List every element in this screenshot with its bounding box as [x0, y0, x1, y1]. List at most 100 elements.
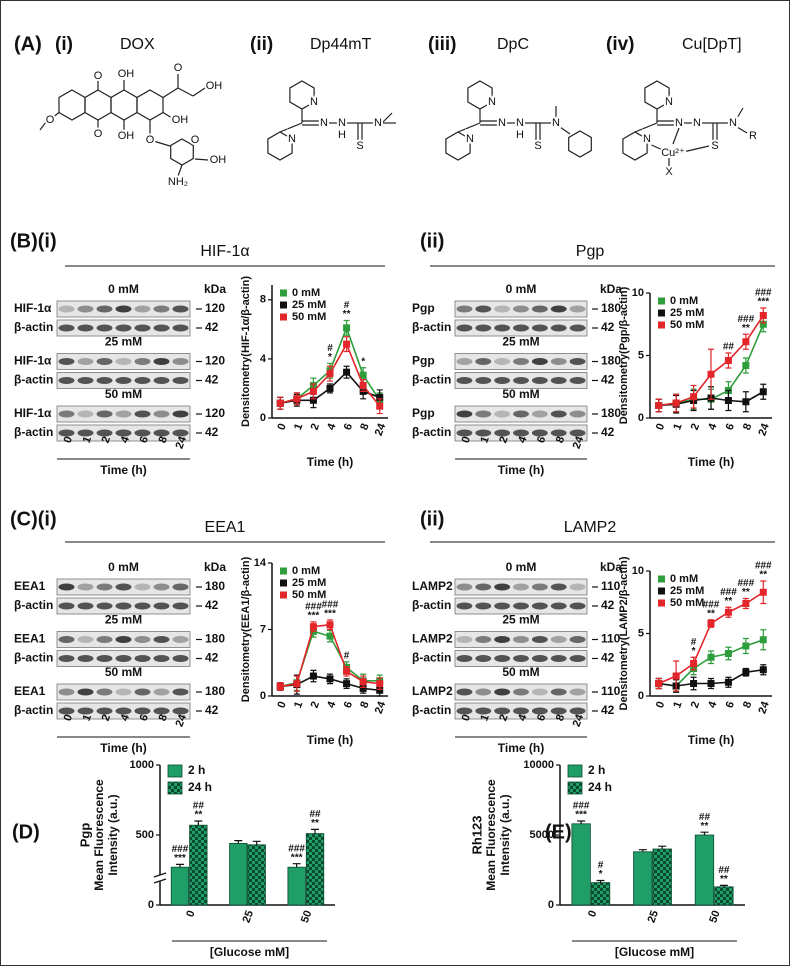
- significance: ##: [723, 342, 735, 353]
- blot-band: [513, 636, 529, 643]
- x-tick-label: 6: [724, 700, 737, 710]
- blot-band: [153, 358, 170, 365]
- legend-label: 2 h: [588, 763, 605, 777]
- x-tick-label: 4: [325, 421, 339, 432]
- marker: [376, 402, 384, 410]
- bond: [162, 111, 173, 119]
- x-tick-label: 1: [671, 422, 684, 432]
- blot-band: [172, 429, 189, 437]
- marker: [343, 368, 351, 376]
- blot-row-label: HIF-1α: [14, 406, 52, 420]
- kda-value: 42: [205, 425, 219, 439]
- ring: [568, 130, 592, 158]
- blot-band: [96, 655, 113, 662]
- marker: [724, 608, 732, 616]
- panel-label: (C)(i): [10, 508, 57, 530]
- blot-band: [494, 707, 511, 715]
- x-tick-label: 8: [741, 700, 754, 710]
- marker: [724, 397, 732, 404]
- panel-label: (E): [545, 821, 572, 843]
- panel-label: (A): [14, 33, 42, 55]
- legend-label: 2 h: [188, 763, 205, 777]
- blot-band: [513, 410, 529, 418]
- atom-label: N: [729, 117, 737, 129]
- kda-value: 42: [205, 703, 219, 717]
- marker: [690, 660, 698, 667]
- marker: [309, 623, 317, 631]
- kda-value: 110: [601, 579, 621, 593]
- blot-band: [569, 636, 586, 643]
- blot-band: [513, 583, 529, 591]
- blot-band: [134, 655, 151, 662]
- blot-band: [77, 305, 94, 313]
- condition-label: 25 mM: [502, 335, 539, 349]
- blot-band: [153, 377, 170, 384]
- blot-band: [153, 410, 170, 418]
- bar: [571, 823, 591, 906]
- bond: [381, 112, 393, 124]
- error-bar: [175, 863, 184, 868]
- marker: [326, 370, 334, 378]
- compound-numeral: (iv): [606, 34, 635, 55]
- lane-label: 6: [138, 713, 151, 723]
- significance: #: [344, 300, 350, 311]
- blot-band: [172, 377, 189, 384]
- blot-band: [115, 655, 132, 662]
- significance: **: [720, 874, 728, 885]
- blot-band: [569, 429, 586, 437]
- x-tick-label: 24: [756, 699, 772, 715]
- blot-band: [58, 602, 75, 610]
- marker: [276, 683, 284, 690]
- blot-band: [550, 324, 567, 332]
- blot-band: [569, 358, 586, 365]
- blot-band: [153, 305, 170, 313]
- atom-label: O: [191, 134, 200, 146]
- blot-band: [115, 602, 132, 610]
- marker: [707, 680, 715, 687]
- legend-swatch: [280, 567, 287, 575]
- blot-band: [134, 305, 151, 313]
- panel-label: (ii): [420, 508, 444, 530]
- blot-band: [77, 636, 94, 643]
- x-tick-label: 0: [184, 909, 197, 919]
- blot-band: [153, 324, 170, 332]
- bond: [162, 87, 179, 99]
- lane-label: 0: [460, 713, 473, 723]
- blot-band: [531, 602, 548, 610]
- blot-row-label: HIF-1α: [14, 354, 52, 368]
- blot-band: [475, 358, 492, 365]
- marker: [759, 312, 767, 319]
- kda-value: 42: [601, 320, 615, 334]
- lane-axis-label: Time (h): [100, 463, 146, 477]
- blot-band: [475, 655, 492, 662]
- blot-row-label: LAMP2: [412, 632, 453, 646]
- bond: [194, 158, 209, 161]
- blot-row-label: β-actin: [14, 373, 53, 387]
- blot-band: [513, 324, 529, 332]
- x-tick-label: 24: [373, 421, 389, 437]
- marker: [359, 684, 367, 692]
- blot-band: [569, 324, 586, 332]
- blot-band: [77, 583, 94, 591]
- x-axis-label: [Glucose mM]: [210, 945, 289, 959]
- atom-label: N: [498, 117, 506, 129]
- significance: ###: [720, 587, 737, 598]
- bar: [590, 882, 611, 906]
- atom-label: S: [356, 140, 363, 152]
- compound-name: Dp44mT: [310, 36, 372, 53]
- blot-band: [531, 707, 548, 715]
- blot-band: [531, 324, 548, 332]
- ring: [622, 131, 648, 161]
- blot-band: [531, 410, 548, 418]
- marker: [707, 653, 715, 661]
- significance: **: [707, 608, 715, 619]
- blot-band: [58, 429, 75, 437]
- kda-value: 42: [205, 320, 219, 334]
- blot-band: [456, 655, 473, 662]
- x-tick-label: 25: [646, 909, 661, 925]
- x-tick-label: 50: [299, 909, 314, 925]
- significance: ***: [174, 853, 186, 864]
- blot-band: [58, 688, 75, 696]
- kda-value: 42: [601, 703, 615, 717]
- blot-band: [569, 602, 586, 610]
